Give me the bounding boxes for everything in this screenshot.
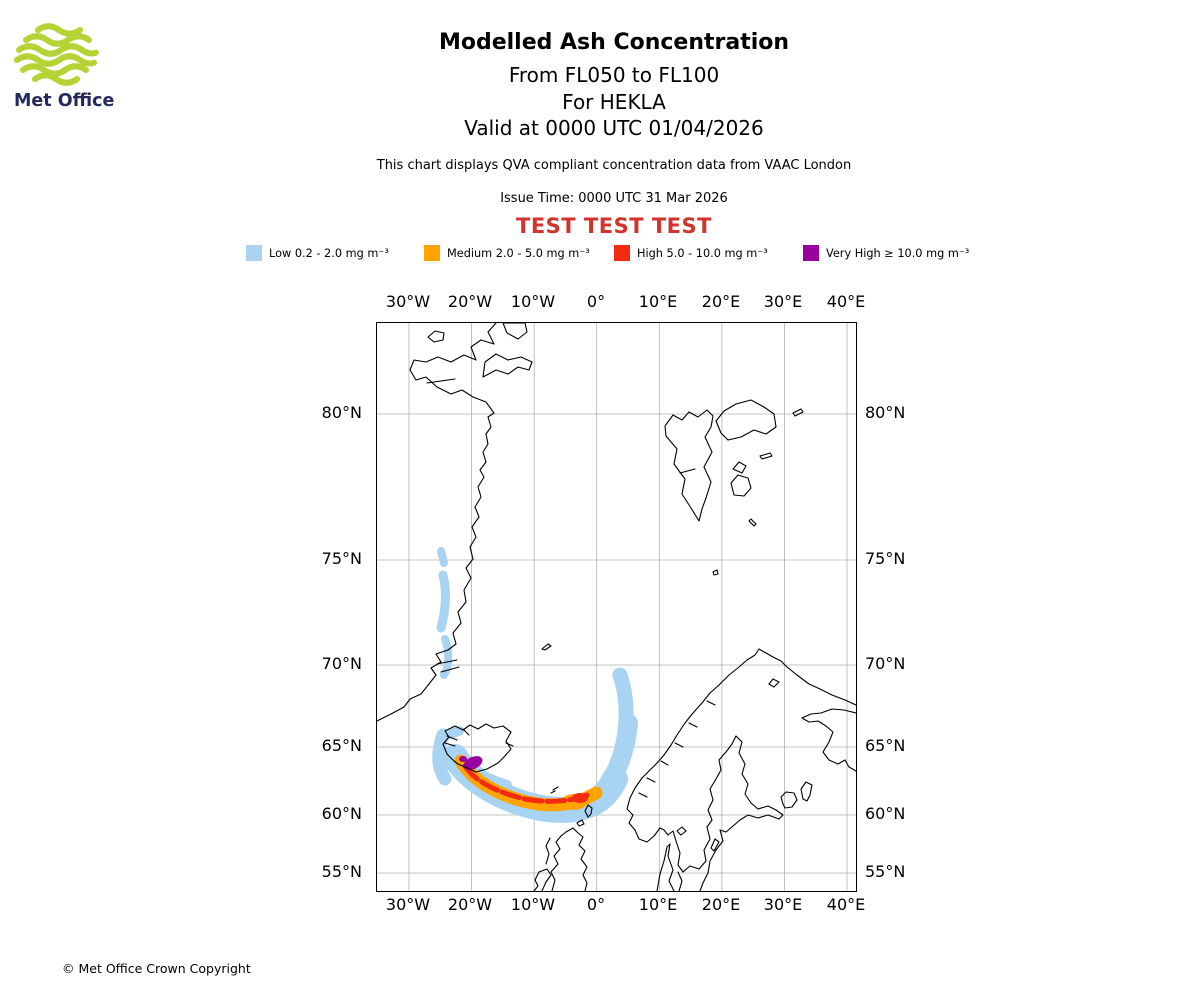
lon-tick-label: 10°W	[510, 292, 556, 311]
legend-item-very-high: Very High ≥ 10.0 mg m⁻³	[803, 244, 969, 262]
lon-tick-label: 10°W	[510, 895, 556, 914]
legend-swatch-high	[614, 245, 630, 261]
ash-plume-very-high-source	[463, 756, 483, 770]
lat-tick-label: 75°N	[321, 549, 362, 568]
legend-swatch-medium	[424, 245, 440, 261]
ash-plume-very-high-speck	[459, 756, 467, 762]
legend-label-medium: Medium 2.0 - 5.0 mg m⁻³	[447, 246, 590, 260]
lat-tick-label: 55°N	[865, 862, 906, 881]
lon-tick-label: 10°E	[638, 895, 678, 914]
legend-swatch-low	[246, 245, 262, 261]
map-canvas	[376, 322, 857, 892]
lon-tick-label: 30°E	[763, 895, 803, 914]
legend-item-high: High 5.0 - 10.0 mg m⁻³	[614, 244, 768, 262]
lat-tick-label: 75°N	[865, 549, 906, 568]
lon-tick-label: 40°E	[826, 895, 866, 914]
lat-tick-label: 60°N	[321, 804, 362, 823]
ash-plume-very-high	[459, 756, 483, 770]
ash-plume-high	[462, 763, 590, 804]
lon-tick-label: 10°E	[638, 292, 678, 311]
lon-tick-label: 20°E	[701, 895, 741, 914]
lat-tick-label: 65°N	[321, 736, 362, 755]
lon-tick-label: 30°E	[763, 292, 803, 311]
legend-label-very-high: Very High ≥ 10.0 mg m⁻³	[826, 246, 970, 260]
qva-description: This chart displays QVA compliant concen…	[376, 158, 852, 173]
lon-tick-label: 20°W	[447, 895, 493, 914]
legend-item-low: Low 0.2 - 2.0 mg m⁻³	[246, 244, 389, 262]
logo-waves-icon	[14, 23, 99, 86]
coastlines	[376, 322, 857, 892]
lat-tick-label: 60°N	[865, 804, 906, 823]
copyright-notice: © Met Office Crown Copyright	[62, 961, 251, 976]
lat-tick-label: 65°N	[865, 736, 906, 755]
valid-time-line: Valid at 0000 UTC 01/04/2026	[464, 116, 764, 140]
lon-tick-label: 20°W	[447, 292, 493, 311]
flight-level-line: From FL050 to FL100	[508, 63, 720, 87]
test-banner: TEST TEST TEST	[516, 214, 712, 238]
legend-label-low: Low 0.2 - 2.0 mg m⁻³	[269, 246, 389, 260]
lat-tick-label: 70°N	[321, 654, 362, 673]
lon-tick-label: 30°W	[385, 895, 431, 914]
lat-tick-label: 80°N	[321, 403, 362, 422]
lon-tick-label: 40°E	[826, 292, 866, 311]
map-svg	[376, 322, 857, 892]
ash-plume-high-blob	[572, 793, 588, 803]
lon-tick-label: 20°E	[701, 292, 741, 311]
legend-item-medium: Medium 2.0 - 5.0 mg m⁻³	[424, 244, 590, 262]
page-title: Modelled Ash Concentration	[438, 30, 790, 55]
legend-swatch-very-high	[803, 245, 819, 261]
lat-tick-label: 70°N	[865, 654, 906, 673]
logo-wordmark: Met Office	[14, 91, 115, 111]
lat-tick-label: 80°N	[865, 403, 906, 422]
met-office-logo: Met Office	[14, 22, 124, 111]
legend-label-high: High 5.0 - 10.0 mg m⁻³	[637, 246, 768, 260]
issue-time: Issue Time: 0000 UTC 31 Mar 2026	[500, 191, 728, 206]
volcano-line: For HEKLA	[562, 90, 666, 114]
lon-tick-label: 0°	[586, 895, 606, 914]
lon-tick-label: 0°	[586, 292, 606, 311]
lat-tick-label: 55°N	[321, 862, 362, 881]
lon-tick-label: 30°W	[385, 292, 431, 311]
